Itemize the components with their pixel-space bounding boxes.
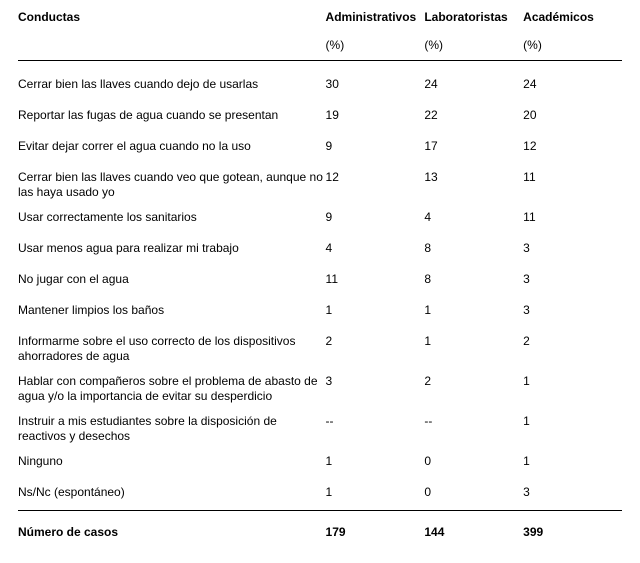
cell-conductas: Hablar con compañeros sobre el problema … [18, 374, 326, 414]
cell-acad: 24 [523, 71, 622, 102]
cell-conductas: Cerrar bien las llaves cuando dejo de us… [18, 71, 326, 102]
cell-admin: 30 [326, 71, 425, 102]
footer-cell-admin: 179 [326, 511, 425, 543]
cell-conductas: Evitar dejar correr el agua cuando no la… [18, 133, 326, 164]
cell-acad: 1 [523, 454, 622, 479]
cell-acad: 12 [523, 133, 622, 164]
table-row: Mantener limpios los baños113 [18, 297, 622, 328]
cell-acad: 3 [523, 266, 622, 297]
table-subheader-row: (%) (%) (%) [18, 38, 622, 61]
cell-lab: 24 [424, 71, 523, 102]
cell-admin: 9 [326, 210, 425, 235]
cell-lab: 13 [424, 164, 523, 210]
table-row: Ninguno101 [18, 454, 622, 479]
cell-acad: 1 [523, 374, 622, 414]
table-row: Usar correctamente los sanitarios9411 [18, 210, 622, 235]
col-header-acad: Académicos [523, 10, 622, 38]
cell-admin: 1 [326, 454, 425, 479]
cell-conductas: Informarme sobre el uso correcto de los … [18, 328, 326, 374]
cell-lab: 22 [424, 102, 523, 133]
cell-admin: 11 [326, 266, 425, 297]
cell-lab: 8 [424, 266, 523, 297]
footer-cell-lab: 144 [424, 511, 523, 543]
subheader-pct-acad: (%) [523, 38, 622, 61]
cell-acad: 1 [523, 414, 622, 454]
cell-admin: 2 [326, 328, 425, 374]
cell-lab: 0 [424, 479, 523, 511]
cell-admin: 4 [326, 235, 425, 266]
cell-conductas: No jugar con el agua [18, 266, 326, 297]
table-row: Ns/Nc (espontáneo)103 [18, 479, 622, 511]
cell-lab: 1 [424, 297, 523, 328]
subheader-blank [18, 38, 326, 61]
data-table: Conductas Administrativos Laboratoristas… [18, 10, 622, 543]
table-footer-row: Número de casos179144399 [18, 511, 622, 543]
table-row: Usar menos agua para realizar mi trabajo… [18, 235, 622, 266]
cell-acad: 3 [523, 235, 622, 266]
cell-acad: 3 [523, 479, 622, 511]
cell-conductas: Usar menos agua para realizar mi trabajo [18, 235, 326, 266]
col-header-lab: Laboratoristas [424, 10, 523, 38]
subheader-pct-admin: (%) [326, 38, 425, 61]
cell-lab: 1 [424, 328, 523, 374]
table-row: Cerrar bien las llaves cuando dejo de us… [18, 71, 622, 102]
cell-conductas: Reportar las fugas de agua cuando se pre… [18, 102, 326, 133]
table-container: Conductas Administrativos Laboratoristas… [0, 0, 640, 563]
cell-acad: 11 [523, 164, 622, 210]
col-header-conductas: Conductas [18, 10, 326, 38]
cell-admin: 9 [326, 133, 425, 164]
table-row: Reportar las fugas de agua cuando se pre… [18, 102, 622, 133]
cell-conductas: Ns/Nc (espontáneo) [18, 479, 326, 511]
cell-acad: 20 [523, 102, 622, 133]
cell-conductas: Usar correctamente los sanitarios [18, 210, 326, 235]
cell-lab: 4 [424, 210, 523, 235]
cell-conductas: Instruir a mis estudiantes sobre la disp… [18, 414, 326, 454]
cell-lab: 17 [424, 133, 523, 164]
footer-cell-acad: 399 [523, 511, 622, 543]
table-row: Evitar dejar correr el agua cuando no la… [18, 133, 622, 164]
cell-lab: 8 [424, 235, 523, 266]
table-row: Instruir a mis estudiantes sobre la disp… [18, 414, 622, 454]
table-row: No jugar con el agua1183 [18, 266, 622, 297]
col-header-admin: Administrativos [326, 10, 425, 38]
cell-conductas: Cerrar bien las llaves cuando veo que go… [18, 164, 326, 210]
cell-lab: 2 [424, 374, 523, 414]
cell-admin: -- [326, 414, 425, 454]
cell-admin: 3 [326, 374, 425, 414]
spacer [18, 61, 622, 71]
table-row: Informarme sobre el uso correcto de los … [18, 328, 622, 374]
cell-lab: 0 [424, 454, 523, 479]
cell-acad: 11 [523, 210, 622, 235]
cell-admin: 12 [326, 164, 425, 210]
cell-conductas: Ninguno [18, 454, 326, 479]
cell-lab: -- [424, 414, 523, 454]
cell-acad: 2 [523, 328, 622, 374]
footer-cell-label: Número de casos [18, 511, 326, 543]
cell-admin: 19 [326, 102, 425, 133]
cell-admin: 1 [326, 479, 425, 511]
cell-conductas: Mantener limpios los baños [18, 297, 326, 328]
cell-acad: 3 [523, 297, 622, 328]
table-header-row: Conductas Administrativos Laboratoristas… [18, 10, 622, 38]
cell-admin: 1 [326, 297, 425, 328]
subheader-pct-lab: (%) [424, 38, 523, 61]
table-row: Cerrar bien las llaves cuando veo que go… [18, 164, 622, 210]
table-row: Hablar con compañeros sobre el problema … [18, 374, 622, 414]
